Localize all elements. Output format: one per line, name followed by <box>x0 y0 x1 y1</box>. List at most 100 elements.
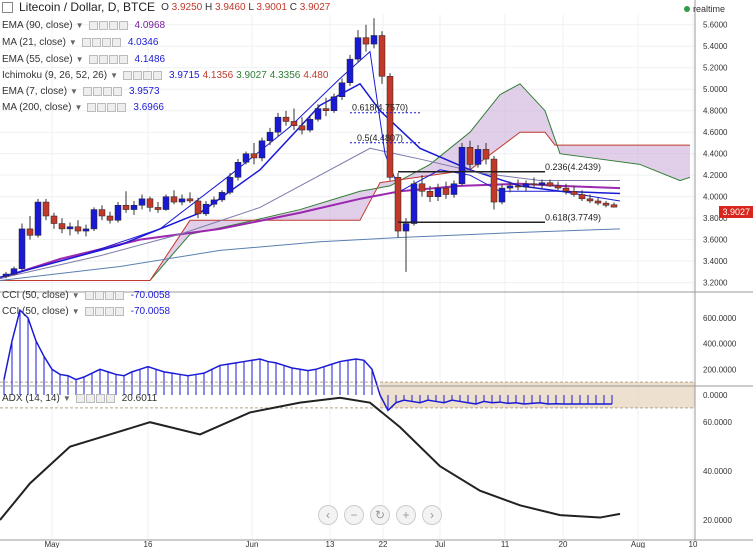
candle-up <box>498 187 506 203</box>
candle-down <box>98 209 106 217</box>
senkou-span-a <box>0 83 691 281</box>
legend-ema-55[interactable]: EMA (55, close) ▼ 4.1486 <box>2 54 166 65</box>
price-tick-label: 3.4000 <box>703 257 728 266</box>
candle-down <box>554 185 562 189</box>
price-tick-label: 5.4000 <box>703 42 728 51</box>
time-tick-label: Aug <box>631 540 645 548</box>
fib-level-label: 0.5(4.4807) <box>357 133 403 143</box>
legend-buttons[interactable] <box>87 103 127 112</box>
price-tick-label: 4.4000 <box>703 150 728 159</box>
candle-down <box>594 200 602 204</box>
chevron-left-icon[interactable]: ‹ <box>318 505 338 525</box>
fib-level-label: 0.236(4.2439) <box>545 162 601 172</box>
candle-up <box>330 96 338 111</box>
cci-tick-label: 400.0000 <box>703 340 737 349</box>
candle-up <box>82 228 90 232</box>
candle-down <box>50 215 58 224</box>
time-tick-label: 22 <box>379 540 388 548</box>
candle-up <box>66 226 74 230</box>
cci-tick-label: 0.0000 <box>703 391 728 400</box>
candle-up <box>242 153 250 163</box>
candle-down <box>290 121 298 126</box>
reset-icon[interactable]: ↻ <box>370 505 390 525</box>
chevron-right-icon[interactable]: › <box>422 505 442 525</box>
chart-header: Litecoin / Dollar, D, BTCE O 3.9250 H 3.… <box>0 0 330 14</box>
adx-line <box>0 396 621 521</box>
status-dot-icon <box>683 6 690 12</box>
candle-up <box>2 273 10 277</box>
legend-buttons[interactable] <box>84 291 124 300</box>
candle-up <box>346 58 354 84</box>
candle-up <box>306 119 314 131</box>
candle-up <box>178 198 186 203</box>
candle-down <box>250 153 258 159</box>
fib-level-label: 0.618(4.7570) <box>352 103 408 113</box>
candle-down <box>562 187 570 192</box>
realtime-indicator: realtime <box>683 4 725 14</box>
legend-ema-7[interactable]: EMA (7, close) ▼ 3.9573 <box>2 86 160 97</box>
adx-tick-label: 60.0000 <box>703 418 732 427</box>
candle-down <box>570 191 578 195</box>
legend-buttons[interactable] <box>88 55 128 64</box>
legend-ema-90[interactable]: EMA (90, close) ▼ 4.0968 <box>2 20 166 31</box>
price-tick-label: 4.0000 <box>703 193 728 202</box>
candle-up <box>474 149 482 165</box>
legend-ma-200[interactable]: MA (200, close) ▼ 3.6966 <box>2 102 164 113</box>
legend-ma-21[interactable]: MA (21, close) ▼ 4.0346 <box>2 37 159 48</box>
price-tick-label: 3.8000 <box>703 214 728 223</box>
candle-up <box>354 37 362 60</box>
candle-down <box>386 76 394 178</box>
legend-adx[interactable]: ADX (14, 14) ▼ 20.6011 <box>2 393 158 404</box>
legend-buttons[interactable] <box>84 307 124 316</box>
senkou-span-b <box>0 131 690 281</box>
current-price-tag: 3.9027 <box>719 206 753 218</box>
time-tick-label: Jun <box>246 540 259 548</box>
zoom-in-icon[interactable]: + <box>396 505 416 525</box>
candle-down <box>58 223 66 230</box>
time-tick-label: 13 <box>326 540 335 548</box>
candle-down <box>546 182 554 187</box>
candle-down <box>466 146 474 165</box>
legend-buttons[interactable] <box>81 38 121 47</box>
legend-buttons[interactable] <box>122 71 162 80</box>
legend-cci-2[interactable]: CCI (50, close) ▼ -70.0058 <box>2 306 171 317</box>
legend-buttons[interactable] <box>82 87 122 96</box>
price-tick-label: 3.6000 <box>703 236 728 245</box>
price-tick-label: 5.0000 <box>703 85 728 94</box>
time-tick-label: 10 <box>689 540 698 548</box>
price-tick-label: 3.2000 <box>703 279 728 288</box>
cci-line <box>3 308 612 412</box>
candle-down <box>394 177 402 232</box>
candle-up <box>234 162 242 178</box>
symbol-title[interactable]: Litecoin / Dollar, D, BTCE <box>19 0 156 14</box>
candle-up <box>130 205 138 210</box>
legend-cci-1[interactable]: CCI (50, close) ▼ -70.0058 <box>2 290 171 301</box>
candle-up <box>434 187 442 197</box>
candle-up <box>162 196 170 210</box>
candle-down <box>602 202 610 206</box>
cci-tick-label: 200.0000 <box>703 365 737 374</box>
ma-200-line <box>0 228 621 281</box>
candle-down <box>578 194 586 200</box>
candle-down <box>146 198 154 208</box>
zoom-out-icon[interactable]: − <box>344 505 364 525</box>
legend-buttons[interactable] <box>88 21 128 30</box>
candle-down <box>186 198 194 202</box>
time-tick-label: 20 <box>559 540 568 548</box>
candle-down <box>530 183 538 186</box>
candle-up <box>258 140 266 159</box>
candle-down <box>514 185 522 188</box>
candle-up <box>90 209 98 230</box>
candle-up <box>210 199 218 205</box>
collapse-icon[interactable] <box>2 1 13 13</box>
legend-ichimoku[interactable]: Ichimoku (9, 26, 52, 26) ▼ 3.9715 4.1356 … <box>2 70 329 81</box>
candle-down <box>482 149 490 160</box>
candle-up <box>506 185 514 189</box>
candle-down <box>418 183 426 192</box>
candle-up <box>266 131 274 142</box>
time-tick-label: 11 <box>501 540 510 548</box>
legend-buttons[interactable] <box>75 394 115 403</box>
ohlc-readout: O 3.9250 H 3.9460 L 3.9001 C 3.9027 <box>161 1 331 13</box>
candle-up <box>450 183 458 195</box>
